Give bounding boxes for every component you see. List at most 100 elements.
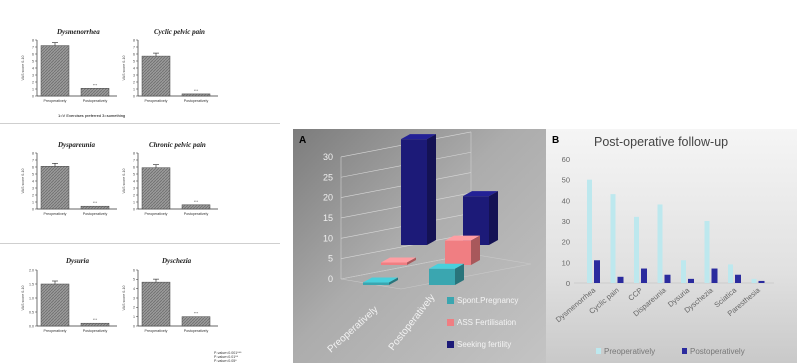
chart-title-dyspareunia: Dyspareunia	[58, 141, 95, 149]
significance-marker: ***	[93, 318, 98, 322]
y-tick-label: 2	[133, 80, 135, 84]
y-tick-label: 10	[562, 258, 570, 267]
chart-title-cyclic-pelvic-pain: Cyclic pelvic pain	[154, 28, 205, 36]
bar	[587, 179, 592, 283]
y-tick-label: 0	[566, 279, 570, 288]
legend-label: ASS Fertilisation	[457, 318, 516, 327]
y-tick-label: 2	[133, 306, 135, 310]
chart-title-dysmenorrhea: Dysmenorrhea	[57, 28, 100, 36]
y-tick-label: 4	[133, 179, 135, 183]
panel-a-label: A	[299, 135, 307, 146]
chart-a-svg: 0 5 10 15 20 25 30 Preoperatively Postoperativel…	[323, 131, 532, 355]
x-tick-label: Postoperatively	[83, 212, 108, 216]
y-tick-label: 2	[133, 193, 135, 197]
bar-front	[429, 268, 455, 285]
chart-title-dyschezia: Dyschezia	[162, 257, 192, 265]
y-tick-label: 40	[562, 196, 570, 205]
y-tick-label: 8	[32, 151, 34, 155]
x-tick-label: Postoperatively	[83, 329, 108, 333]
x-tick-label: Postoperatively	[83, 99, 108, 103]
bar	[141, 55, 171, 97]
significance-marker: ***	[194, 89, 199, 93]
bar-3d	[429, 263, 464, 285]
y-tick-label: 7	[133, 45, 135, 49]
bar	[80, 205, 110, 210]
y-tick-label: 20	[562, 238, 570, 247]
y-tick-label: 5	[133, 278, 135, 282]
y-tick-label: 4	[133, 66, 135, 70]
bar	[641, 268, 647, 283]
y-tick-label: 30	[323, 152, 333, 162]
y-tick-label: 7	[32, 45, 34, 49]
y-tick-label: 0.5	[29, 310, 34, 314]
y-tick-label: 4	[32, 179, 34, 183]
y-axis-label: VAS score 0-10	[122, 56, 126, 81]
y-tick-label: 7	[32, 158, 34, 162]
bar	[80, 322, 110, 327]
y-tick-label: 5	[32, 59, 34, 63]
y-tick-label: 6	[133, 52, 135, 56]
y-tick-label: 1	[133, 315, 135, 319]
bar	[141, 281, 171, 327]
chart-title-dysuria: Dysuria	[66, 257, 89, 265]
x-tick-label: Preoperatively	[44, 99, 67, 103]
bar-front	[381, 262, 407, 265]
y-axis-label: VAS score 0-10	[21, 56, 25, 81]
bar	[181, 316, 211, 327]
y-axis-label: VAS score 0-10	[122, 286, 126, 311]
legend-swatch	[447, 341, 454, 348]
y-tick-label: 1	[133, 200, 135, 204]
legend-label: Preoperatively	[604, 347, 655, 356]
bar	[728, 264, 733, 283]
bar	[664, 274, 671, 283]
x-tick-label: Preoperatively	[145, 212, 168, 216]
significance-marker: ***	[194, 200, 199, 204]
bar	[688, 278, 694, 283]
significance-marker: ***	[93, 201, 98, 205]
y-tick-label: 0	[133, 207, 135, 211]
significance-marker: ***	[194, 312, 199, 316]
y-tick-label: 0	[133, 94, 135, 98]
bar	[704, 221, 710, 283]
bar-side	[455, 263, 464, 285]
x-tick-label: Preoperatively	[145, 99, 168, 103]
legend-swatch	[596, 348, 601, 354]
bar	[40, 283, 70, 327]
x-tick-label: Postoperatively	[184, 99, 209, 103]
y-tick-label: 6	[133, 165, 135, 169]
y-tick-label: 0	[133, 324, 135, 328]
x-tick-label: Postoperatively	[184, 212, 209, 216]
bar-top	[401, 134, 436, 140]
chart-footnote: 1=V Exercises preferred 3=something	[58, 113, 125, 118]
panel-a: A 0 5 10 15 20 25 30 Preoperatively Postoperativ…	[293, 129, 546, 363]
bar-side	[489, 191, 498, 245]
legend-swatch	[682, 348, 687, 354]
bar-top	[381, 257, 416, 263]
separator-2	[0, 243, 280, 244]
y-tick-label: 1	[133, 87, 135, 91]
floor	[340, 253, 532, 290]
x-tick-label: CCP	[626, 286, 644, 303]
x-tick-label: Preoperatively	[326, 304, 381, 355]
y-tick-label: 0.0	[29, 324, 34, 328]
bar-front	[445, 240, 471, 265]
bar	[141, 167, 171, 210]
panel-b: B Post-operative follow-up 0 10 20 30 40 50 60…	[546, 129, 797, 363]
y-tick-label: 60	[562, 155, 570, 164]
y-tick-label: 0	[32, 207, 34, 211]
bar-3d	[363, 277, 398, 285]
y-tick-label: 8	[133, 151, 135, 155]
bar-side	[427, 134, 436, 245]
y-tick-label: 10	[323, 233, 333, 243]
bar-3d	[401, 134, 436, 245]
y-tick-label: 3	[32, 73, 34, 77]
legend-swatch	[447, 297, 454, 304]
bar-front	[401, 139, 427, 245]
y-axis-label: VAS score 0-10	[21, 169, 25, 194]
bar-top	[363, 277, 398, 283]
y-tick-label: 5	[328, 254, 333, 264]
y-tick-label: 6	[32, 52, 34, 56]
bar	[181, 204, 211, 210]
bar-top	[429, 263, 464, 269]
